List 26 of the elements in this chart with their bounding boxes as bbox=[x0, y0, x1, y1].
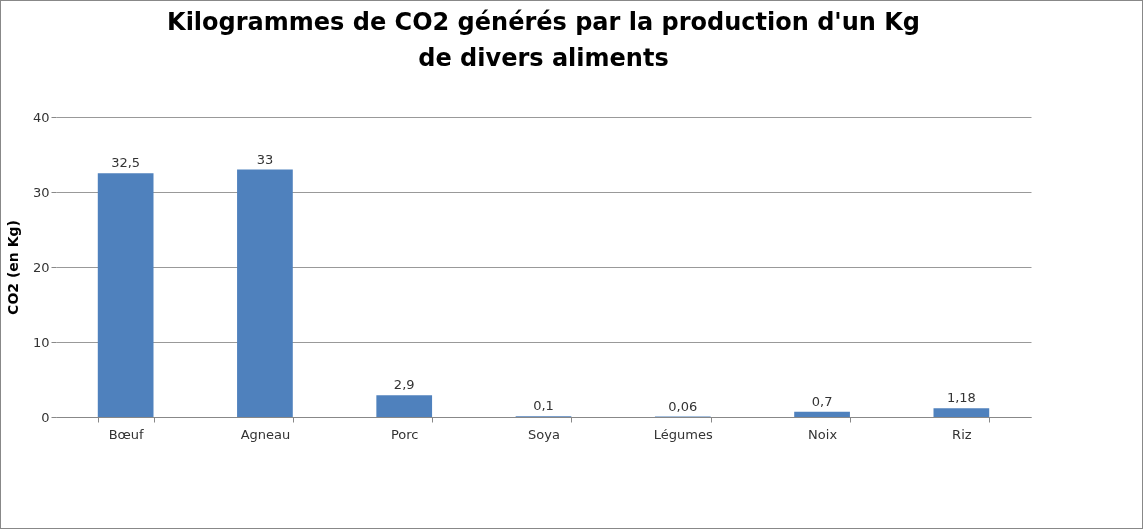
y-tick-label: 30 bbox=[32, 184, 50, 200]
x-tick-label: Légumes bbox=[653, 426, 713, 442]
x-tick-label: Noix bbox=[808, 426, 838, 442]
x-tick-label: Agneau bbox=[240, 426, 291, 442]
bar bbox=[237, 169, 293, 417]
chart-title: Kilogrammes de CO2 générés par la production d'un Kg de divers aliments bbox=[167, 8, 920, 72]
x-tick-label: Riz bbox=[952, 426, 972, 442]
data-label: 1,18 bbox=[946, 390, 976, 406]
data-label: 33 bbox=[256, 151, 274, 167]
bar bbox=[376, 395, 433, 417]
data-label: 2,9 bbox=[393, 377, 415, 393]
y-tick-label: 40 bbox=[32, 109, 50, 125]
y-tick-label: 20 bbox=[32, 259, 50, 275]
data-label: 32,5 bbox=[111, 155, 141, 171]
x-tick-label: Porc bbox=[390, 426, 419, 442]
data-label: 0,7 bbox=[811, 393, 833, 409]
data-label: 0,1 bbox=[533, 398, 554, 414]
y-axis-title: CO2 (en Kg) bbox=[4, 220, 21, 315]
x-tick-label: Soya bbox=[528, 426, 560, 442]
data-label: 0,06 bbox=[668, 398, 698, 414]
x-tick-label: Bœuf bbox=[108, 426, 145, 442]
bar bbox=[794, 411, 850, 417]
bar bbox=[97, 173, 154, 417]
bar bbox=[933, 408, 990, 417]
y-tick-label: 0 bbox=[41, 409, 50, 425]
y-tick-label: 10 bbox=[32, 334, 50, 350]
